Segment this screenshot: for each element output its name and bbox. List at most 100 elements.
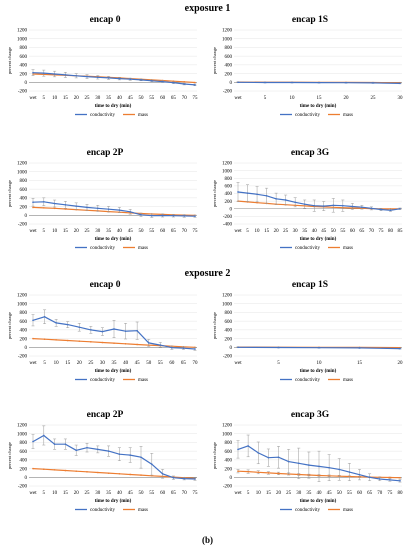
x-tick-label: 20: [398, 361, 404, 366]
x-tick-label: 15: [264, 229, 270, 234]
x-tick-label: 20: [344, 96, 350, 101]
data-point: [140, 79, 142, 81]
x-tick-label: 20: [77, 361, 83, 366]
x-tick-label: 70: [377, 491, 383, 496]
y-tick-label: 1200: [17, 294, 28, 299]
data-point: [32, 337, 34, 340]
x-tick-label: 5: [43, 491, 46, 496]
legend-label: conductivity: [295, 508, 320, 513]
data-point: [43, 468, 45, 471]
chart-panel: encap 0 percent change -200 0 200 400 600 800 10…: [5, 15, 205, 135]
x-tick-label: 70: [182, 229, 188, 234]
data-point: [78, 326, 81, 329]
y-tick-label: 200: [225, 72, 233, 77]
y-tick-label: 400: [225, 64, 233, 69]
y-tick-label: 1200: [222, 162, 233, 167]
data-point: [151, 79, 153, 82]
data-point: [256, 193, 258, 196]
data-point: [32, 440, 34, 443]
data-point: [172, 214, 175, 217]
x-axis-label: time to dry (min): [300, 369, 337, 374]
x-tick-label: 10: [290, 96, 296, 101]
data-point: [118, 77, 121, 80]
x-tick-label: 30: [95, 491, 101, 496]
series-line-conductivity: [32, 72, 196, 86]
chart-title: encap 1S: [291, 15, 329, 25]
x-tick-label: 75: [193, 96, 199, 101]
x-tick-label: 10: [52, 491, 58, 496]
data-point: [101, 330, 104, 333]
x-tick-label: 15: [63, 229, 69, 234]
x-tick-label: 40: [117, 96, 123, 101]
y-tick-label: 1000: [17, 37, 28, 42]
x-tick-label: 30: [293, 229, 299, 234]
legend-label: conductivity: [90, 246, 115, 251]
data-point: [389, 209, 392, 212]
data-point: [113, 328, 115, 330]
chart-panel: encap 1S percent change -200 0 200 400 600 800 1…: [210, 15, 410, 135]
x-axis-label: time to dry (min): [95, 369, 132, 374]
data-point: [32, 319, 34, 322]
data-point: [267, 456, 270, 459]
x-tick-label: 15: [63, 96, 69, 101]
x-tick-label: 50: [139, 491, 145, 496]
x-tick-label: 25: [88, 361, 94, 366]
y-axis-label: percent change: [7, 47, 12, 74]
y-tick-label: 0: [25, 81, 28, 86]
data-point: [322, 205, 325, 207]
data-point: [399, 82, 401, 85]
x-tick-label: 35: [302, 229, 308, 234]
data-point: [348, 471, 351, 473]
data-point: [66, 339, 69, 342]
y-tick-label: -200: [223, 355, 233, 360]
data-point: [277, 456, 280, 459]
data-point: [318, 465, 320, 468]
data-point: [318, 81, 320, 84]
x-tick-label: 10: [52, 229, 58, 234]
y-tick-label: 1000: [222, 432, 233, 437]
x-tick-label: 40: [117, 229, 123, 234]
x-tick-label: 10: [255, 229, 261, 234]
x-tick-label: 55: [340, 229, 346, 234]
data-point: [194, 84, 196, 86]
data-point: [151, 463, 153, 466]
data-point: [297, 462, 300, 465]
x-tick-label: 30: [95, 229, 101, 234]
data-point: [345, 81, 347, 84]
x-tick-label: 40: [312, 229, 318, 234]
y-tick-label: 1000: [17, 170, 28, 175]
data-point: [86, 206, 88, 209]
y-tick-label: 800: [20, 441, 28, 446]
data-point: [194, 478, 196, 480]
data-point: [267, 472, 270, 474]
x-tick-label: 20: [276, 491, 282, 496]
x-tick-label: wet: [29, 96, 37, 101]
data-point: [140, 214, 142, 216]
legend-label: mass: [138, 246, 148, 251]
x-tick-label: 65: [359, 229, 365, 234]
chart-svg: percent change -200 0 200 400 600 800 1000 1200 w…: [212, 294, 404, 383]
x-tick-label: 20: [74, 229, 80, 234]
x-tick-label: 75: [378, 229, 384, 234]
data-point: [86, 446, 88, 449]
legend-label: conductivity: [90, 378, 115, 383]
data-point: [43, 315, 46, 318]
data-point: [338, 468, 341, 471]
x-tick-label: 55: [158, 361, 164, 366]
y-tick-label: 400: [225, 192, 233, 197]
data-point: [183, 83, 185, 85]
data-point: [43, 207, 45, 209]
x-tick-label: 45: [321, 229, 327, 234]
x-tick-label: 65: [181, 361, 187, 366]
data-point: [194, 81, 196, 84]
data-point: [247, 470, 249, 473]
y-tick-label: 400: [20, 64, 28, 69]
data-point: [129, 473, 131, 476]
legend-label: mass: [343, 378, 353, 383]
data-point: [342, 204, 344, 207]
x-tick-label: 5: [246, 229, 249, 234]
data-point: [399, 479, 401, 482]
y-tick-label: 200: [225, 337, 233, 342]
data-point: [75, 470, 77, 472]
chart-panel: encap 1S percent change -200 0 200 400 600 800 1…: [210, 280, 410, 400]
